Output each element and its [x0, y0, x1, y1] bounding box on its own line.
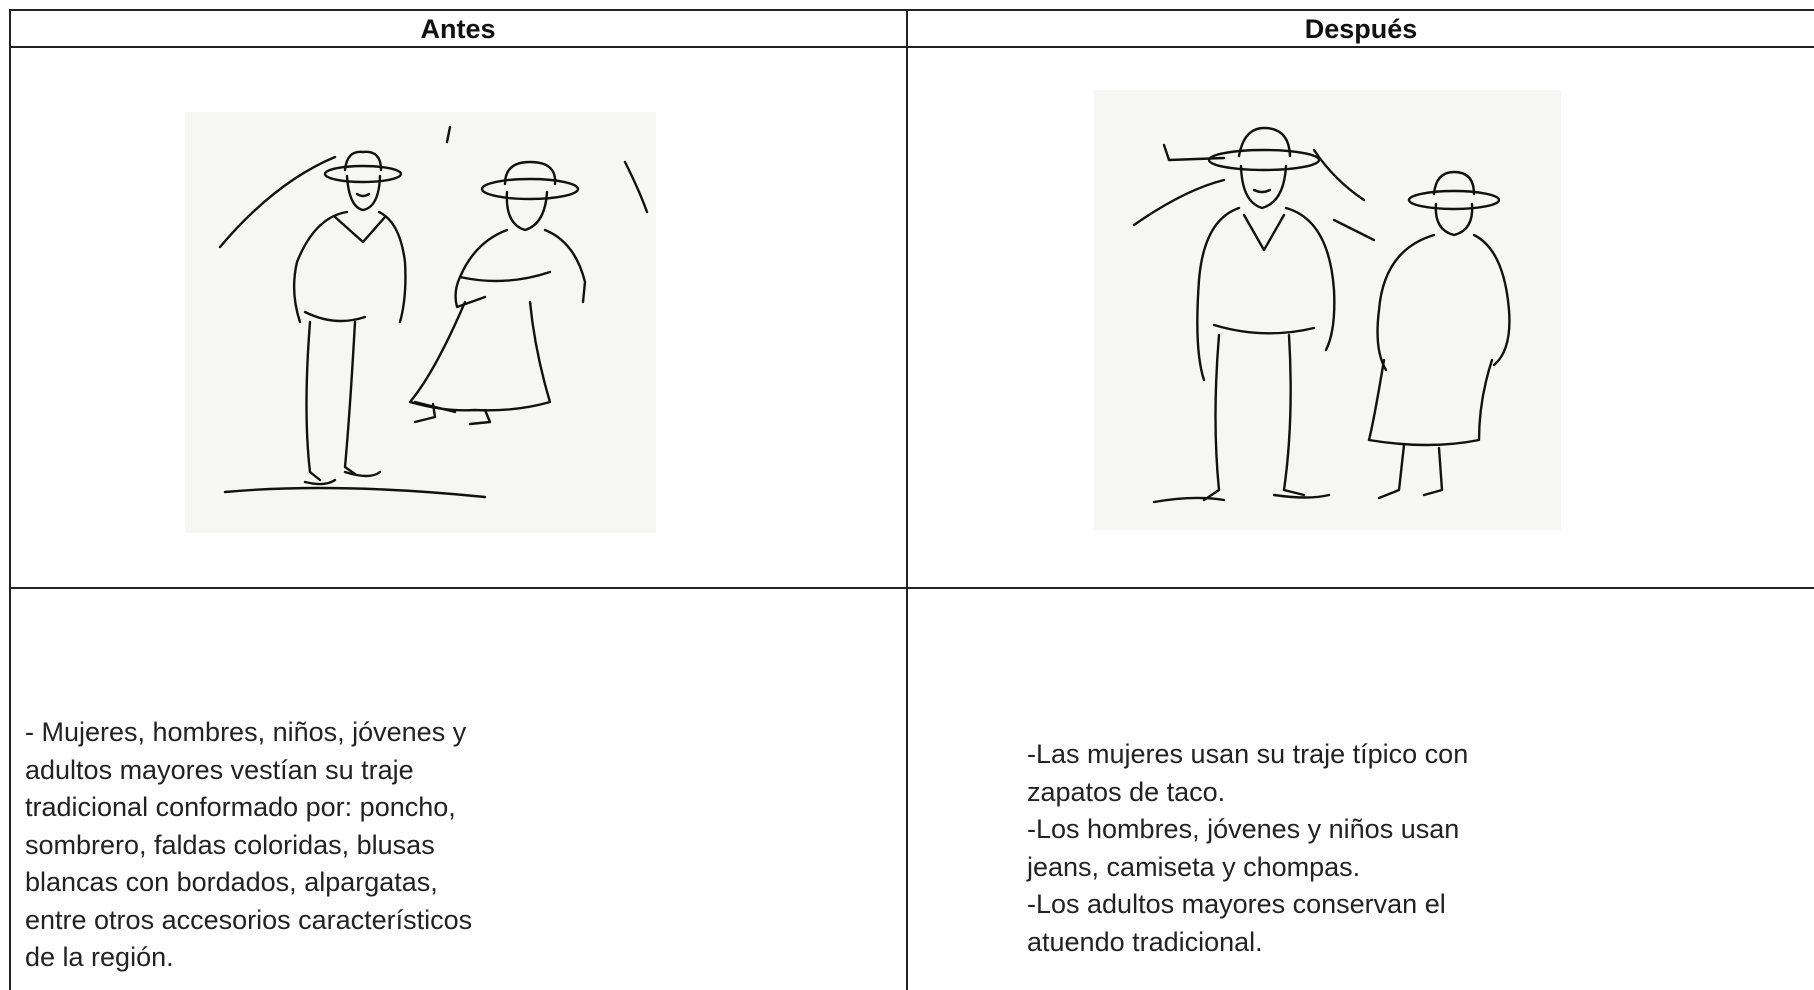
row-border [9, 587, 1814, 589]
text-line: de la región. [25, 942, 174, 972]
text-line: jeans, camiseta y chompas. [1027, 851, 1361, 882]
table-border-top [9, 9, 1814, 11]
text-line: atuendo tradicional. [1027, 926, 1263, 957]
text-line: -Los adultos mayores conservan el [1027, 889, 1446, 919]
cell-text: -Las mujeres usan su traje típico con zap… [1027, 736, 1468, 961]
header-cell: Antes [420, 14, 496, 44]
header-cell: Después [1304, 14, 1418, 44]
text-line: -Las mujeres usan su traje típico con [1027, 739, 1469, 769]
text-line: adultos mayores vestían su traje [25, 754, 414, 785]
text-line: zapatos de taco. [1027, 776, 1226, 807]
table-border-left [9, 10, 11, 990]
text-line: entre otros accesorios característicos [25, 904, 473, 935]
text-line: blancas con bordados, alpargatas, [25, 867, 438, 897]
text-line: sombrero, faldas coloridas, blusas [25, 829, 435, 860]
text-line: - Mujeres, hombres, niños, jóvenes y [25, 717, 467, 747]
text-line: -Los hombres, jóvenes y niños usan [1027, 814, 1460, 844]
text-line: tradicional conformado por: poncho, [25, 792, 456, 822]
header-border [9, 46, 1814, 48]
sketch-after [1094, 90, 1561, 530]
sketch-before [185, 112, 656, 533]
cell-text: - Mujeres, hombres, niños, jóvenes y adul… [25, 714, 472, 977]
column-border [906, 10, 908, 990]
